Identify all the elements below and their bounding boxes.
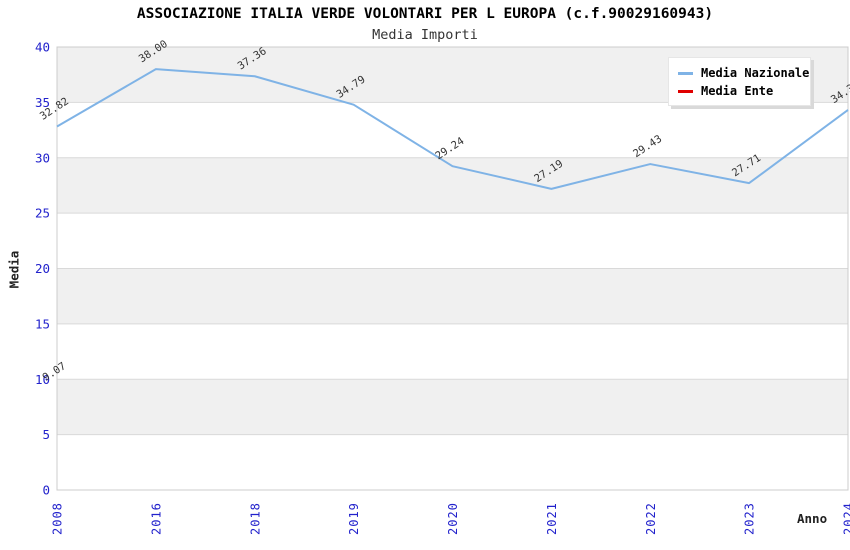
x-tick-label: 2020	[446, 502, 460, 535]
chart-subtitle: Media Importi	[372, 27, 478, 43]
legend-item-media-ente: Media Ente	[678, 83, 801, 99]
y-tick-label: 20	[35, 261, 50, 276]
plot-band	[57, 379, 848, 435]
legend-label: Media Nazionale	[701, 66, 810, 80]
legend-item-media-nazionale: Media Nazionale	[678, 65, 809, 81]
x-tick-label: 2022	[644, 502, 658, 535]
plot-band	[57, 323, 848, 380]
plot-band	[57, 102, 848, 158]
media-ente-line-swatch	[678, 89, 693, 93]
x-tick-label: 2024	[842, 502, 850, 535]
y-tick-label: 5	[42, 427, 50, 442]
y-tick-label: 15	[35, 316, 50, 331]
plot-band	[57, 213, 848, 269]
x-tick-label: 2008	[51, 502, 65, 535]
media-nazionale-line-swatch	[678, 71, 693, 75]
y-tick-label: 25	[35, 206, 50, 221]
x-tick-label: 2018	[248, 502, 262, 535]
legend-label: Media Ente	[701, 84, 774, 98]
legend: Media Nazionale Media Ente	[668, 57, 811, 106]
y-tick-label: 35	[35, 95, 50, 110]
x-tick-label: 2023	[743, 502, 757, 535]
plot-band	[57, 434, 848, 490]
plot-border	[56, 46, 849, 491]
x-tick-label: 2016	[149, 502, 163, 535]
x-tick-label: 2021	[545, 502, 559, 535]
series-line-0	[56, 68, 849, 190]
y-tick-label: 30	[35, 150, 50, 165]
x-axis-title: Anno	[797, 511, 828, 526]
chart-title: ASSOCIAZIONE ITALIA VERDE VOLONTARI PER …	[136, 6, 714, 22]
y-tick-label: 40	[35, 40, 50, 55]
x-tick-label: 2019	[347, 502, 361, 535]
y-tick-label: 0	[42, 483, 50, 498]
y-tick-label: 10	[35, 372, 50, 387]
plot-band	[57, 268, 848, 324]
